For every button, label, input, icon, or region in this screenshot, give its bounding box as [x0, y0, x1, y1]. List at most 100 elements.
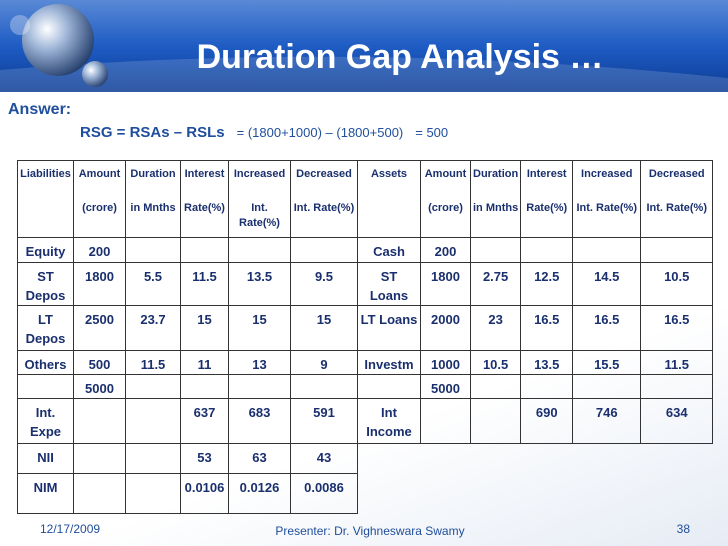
table-cell: Investm: [357, 350, 421, 375]
table-cell: Others: [17, 350, 74, 375]
cell-text: 200: [88, 244, 111, 259]
table-cell: 23: [469, 305, 522, 351]
table-cell: 0.0106: [180, 473, 229, 514]
cell-text: 15.5: [594, 357, 620, 372]
cell-text: Cash: [373, 244, 405, 259]
cell-text: 13: [252, 357, 267, 372]
cell-text: ST Depos: [25, 269, 66, 303]
cell-text: 13.5: [246, 269, 273, 284]
cell-text: 63: [252, 450, 267, 465]
header-text: Liabilities: [20, 168, 71, 180]
cell-text: 637: [193, 405, 216, 420]
table-cell: 746: [572, 398, 642, 444]
cell-text: 53: [197, 450, 212, 465]
cell-text: 2000: [431, 312, 460, 327]
header-cell: Duration in Mnths: [125, 160, 181, 238]
cell-text: 1800: [431, 269, 460, 284]
cell-text: 11.5: [140, 357, 166, 372]
cell-text: 16.5: [534, 312, 560, 327]
header-cell: Duration in Mnths: [469, 160, 522, 238]
header-text: Interest: [184, 168, 225, 180]
table-cell: [420, 398, 471, 444]
cell-text: Int Income: [366, 405, 412, 439]
table-cell: 16.5: [572, 305, 642, 351]
table-cell: 0.0126: [228, 473, 291, 514]
table-cell: [290, 237, 358, 263]
header-text: Rate(%): [184, 202, 225, 214]
cell-text: Equity: [25, 244, 66, 259]
cell-text: 1800: [85, 269, 114, 284]
table-cell: 200: [420, 237, 471, 263]
logo-sphere: [82, 61, 108, 87]
table-cell: 9.5: [290, 262, 358, 306]
cell-text: 11.5: [664, 357, 690, 372]
table-cell: [520, 237, 574, 263]
table-cell: NIM: [17, 473, 74, 514]
cell-text: 13.5: [534, 357, 560, 372]
cell-text: 1000: [431, 357, 460, 372]
cell-text: Others: [24, 357, 67, 372]
cell-text: 690: [535, 405, 558, 420]
cell-text: 23.7: [140, 312, 166, 327]
gap-table: Liabilities Amount (crore) Duration in Mnths…: [17, 160, 714, 514]
cell-text: 9.5: [314, 269, 334, 284]
table-row: Others 500 11.5 11 13 9 Investm 1000 10.5 13.5 15.…: [17, 350, 714, 375]
cell-text: 0.0126: [239, 480, 280, 495]
table-cell: [73, 473, 126, 514]
table-row: Int. Expe 637 683 591 Int Income 690 746 634: [17, 398, 714, 444]
banner-background: [0, 0, 728, 92]
table-cell: Cash: [357, 237, 421, 263]
table-cell: [125, 237, 181, 263]
cell-text: 43: [316, 450, 332, 465]
table-cell: 5.5: [125, 262, 181, 306]
cell-text: 2.75: [482, 269, 509, 284]
table-cell: 634: [640, 398, 714, 444]
cell-text: 11.5: [192, 269, 217, 284]
cell-text: 16.5: [594, 312, 620, 327]
table-cell: 11: [180, 350, 229, 375]
table-cell: ST Loans: [357, 262, 421, 306]
cell-text: 11: [197, 357, 212, 372]
cell-text: Investm: [364, 357, 414, 372]
table-cell: ST Depos: [17, 262, 74, 306]
table-cell: 2000: [420, 305, 471, 351]
header-text: Decreased: [296, 168, 352, 180]
cell-text: 200: [434, 244, 457, 259]
table-cell: 500: [73, 350, 126, 375]
cell-text: 16.5: [664, 312, 690, 327]
header-text: Amount: [78, 168, 121, 180]
table-cell: 2.75: [469, 262, 522, 306]
header-text: Duration: [130, 168, 176, 180]
header-text: (crore): [428, 202, 463, 214]
cell-text: 10.5: [482, 357, 509, 372]
header-text: Duration: [473, 168, 519, 180]
table-cell: 1800: [73, 262, 126, 306]
table-cell: [469, 237, 522, 263]
table-cell: 591: [290, 398, 358, 444]
header-text: Rate(%): [526, 202, 568, 214]
cell-text: 10.5: [664, 269, 690, 284]
table-cell: 15: [290, 305, 358, 351]
table-cell: 53: [180, 443, 229, 474]
table-cell: 15: [228, 305, 291, 351]
table-cell: 43: [290, 443, 358, 474]
table-row: NII 53 63 43: [17, 443, 713, 474]
header-cell: Interest Rate(%): [180, 160, 229, 238]
table-cell: 11.5: [640, 350, 714, 375]
header-cell: Decreased Int. Rate(%): [640, 160, 714, 238]
result: = 500: [415, 125, 449, 140]
header-text: Decreased: [648, 168, 705, 180]
table-cell: [572, 374, 642, 399]
table-cell: 13: [228, 350, 291, 375]
header-cell: Interest Rate(%): [520, 160, 574, 238]
cell-text: 0.0086: [304, 480, 344, 495]
cell-text: LT Depos: [25, 312, 66, 346]
header-cell: Increased Int. Rate(%): [572, 160, 642, 238]
table-cell: 690: [520, 398, 574, 444]
table-cell: [125, 443, 181, 474]
header-text: Interest: [526, 168, 567, 180]
cell-text: 634: [665, 405, 688, 420]
table-cell: 5000: [420, 374, 471, 399]
header-text: (crore): [82, 202, 117, 214]
header-cell: Amount (crore): [73, 160, 126, 238]
